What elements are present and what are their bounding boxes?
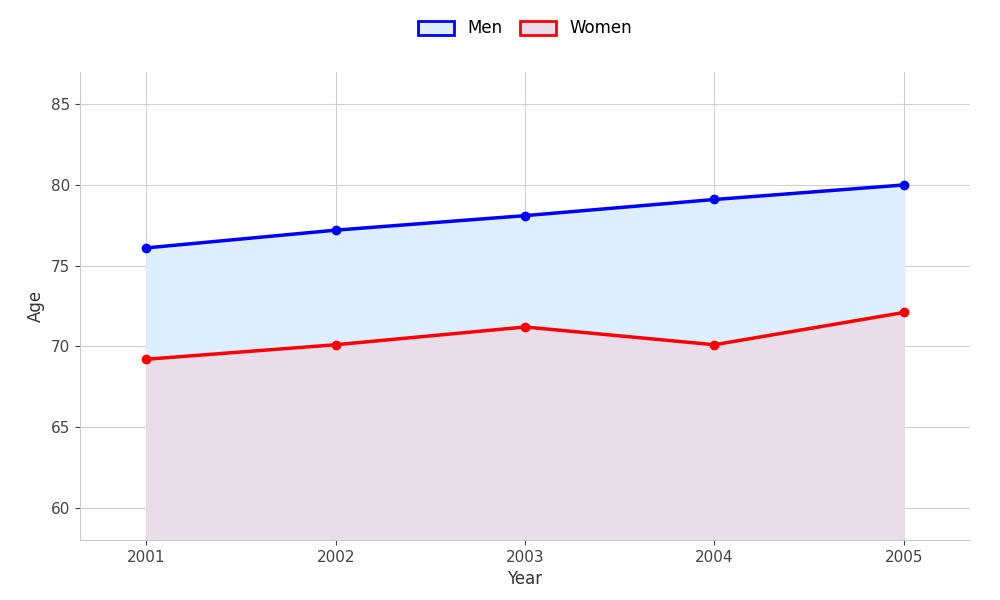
X-axis label: Year: Year [507,570,543,588]
Women [330,341,342,349]
Women [898,309,910,316]
Men [708,196,720,203]
Legend: Men, Women: Men, Women [418,19,632,37]
Men [330,227,342,234]
Men [898,181,910,188]
Women [140,356,152,363]
Y-axis label: Age: Age [27,290,45,322]
Men [140,244,152,251]
Men [519,212,531,219]
Line: Men: Men [142,181,908,252]
Line: Women: Women [142,308,908,364]
Women [708,341,720,349]
Women [519,323,531,331]
